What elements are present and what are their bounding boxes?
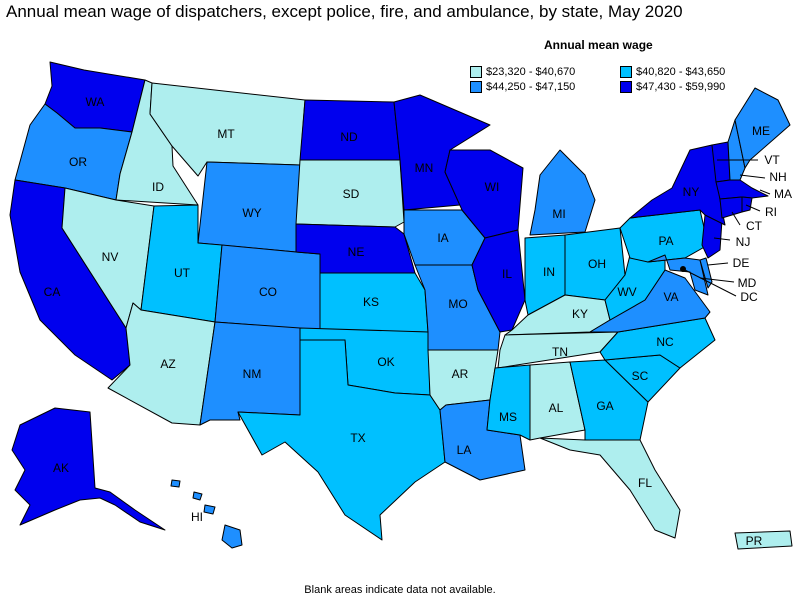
label-NC: NC bbox=[656, 335, 674, 349]
legend-swatch-bin-3 bbox=[470, 81, 482, 93]
legend-title: Annual mean wage bbox=[544, 38, 653, 52]
state-AK[interactable] bbox=[11, 407, 166, 531]
label-MD: MD bbox=[738, 276, 757, 290]
label-AR: AR bbox=[452, 367, 469, 381]
label-SC: SC bbox=[632, 369, 649, 383]
state-HI-island-3[interactable] bbox=[192, 491, 203, 501]
callout-line-nh bbox=[739, 174, 766, 179]
label-NE: NE bbox=[348, 245, 365, 259]
callout-line-de bbox=[707, 262, 729, 266]
label-AK: AK bbox=[53, 461, 69, 475]
label-AL: AL bbox=[549, 401, 564, 415]
state-FL[interactable] bbox=[539, 437, 681, 539]
label-LA: LA bbox=[457, 443, 472, 457]
state-TX[interactable] bbox=[237, 339, 446, 541]
label-CA: CA bbox=[44, 285, 61, 299]
map-title: Annual mean wage of dispatchers, except … bbox=[6, 2, 683, 21]
label-RI: RI bbox=[765, 205, 777, 219]
state-NH[interactable] bbox=[727, 119, 746, 181]
label-PR: PR bbox=[746, 534, 763, 548]
label-SD: SD bbox=[343, 187, 360, 201]
label-UT: UT bbox=[174, 266, 191, 280]
label-OH: OH bbox=[588, 257, 606, 271]
label-IL: IL bbox=[502, 267, 512, 281]
label-VA: VA bbox=[663, 290, 678, 304]
state-HI-island-4[interactable] bbox=[170, 479, 181, 488]
label-TX: TX bbox=[350, 431, 365, 445]
label-CT: CT bbox=[746, 219, 763, 233]
label-OR: OR bbox=[69, 155, 87, 169]
callout-line-dc bbox=[682, 268, 737, 297]
state-AL[interactable] bbox=[529, 361, 586, 441]
state-IL[interactable] bbox=[471, 229, 526, 333]
label-MA: MA bbox=[774, 187, 792, 201]
legend-label-bin-2: $40,820 - $43,650 bbox=[636, 66, 726, 78]
label-FL: FL bbox=[638, 476, 652, 490]
legend-item-bin-2: $40,820 - $43,650 bbox=[620, 66, 725, 78]
label-NY: NY bbox=[683, 185, 700, 199]
state-PR[interactable] bbox=[734, 530, 793, 550]
state-CT[interactable] bbox=[719, 196, 743, 219]
label-MS: MS bbox=[499, 410, 517, 424]
callout-line-ma bbox=[759, 189, 771, 195]
label-NM: NM bbox=[243, 367, 262, 381]
state-HI-island-2[interactable] bbox=[203, 504, 216, 515]
label-IA: IA bbox=[437, 231, 448, 245]
label-ID: ID bbox=[152, 180, 164, 194]
legend-label-bin-4: $47,430 - $59,990 bbox=[636, 81, 726, 93]
label-MN: MN bbox=[415, 161, 434, 175]
state-ME[interactable] bbox=[734, 87, 791, 169]
callout-line-nj bbox=[713, 237, 731, 241]
label-WY: WY bbox=[242, 206, 261, 220]
label-WI: WI bbox=[485, 180, 500, 194]
legend-swatch-bin-4 bbox=[620, 81, 632, 93]
state-MS[interactable] bbox=[486, 364, 531, 441]
label-ME: ME bbox=[752, 124, 770, 138]
callout-line-ri bbox=[745, 204, 761, 212]
legend-swatch-bin-2 bbox=[620, 66, 632, 78]
state-RI[interactable] bbox=[741, 196, 753, 213]
legend-label-bin-3: $44,250 - $47,150 bbox=[486, 81, 576, 93]
label-NV: NV bbox=[102, 250, 119, 264]
legend-label-bin-1: $23,320 - $40,670 bbox=[486, 66, 576, 78]
label-CO: CO bbox=[259, 285, 277, 299]
label-AZ: AZ bbox=[160, 357, 175, 371]
label-MT: MT bbox=[217, 127, 235, 141]
label-OK: OK bbox=[377, 355, 394, 369]
label-ND: ND bbox=[340, 130, 358, 144]
label-TN: TN bbox=[552, 345, 568, 359]
state-SD[interactable] bbox=[295, 159, 405, 228]
legend-swatch-bin-1 bbox=[470, 66, 482, 78]
label-MO: MO bbox=[448, 297, 467, 311]
label-NH: NH bbox=[769, 170, 786, 184]
label-WV: WV bbox=[617, 285, 636, 299]
legend-item-bin-3: $44,250 - $47,150 bbox=[470, 81, 575, 93]
state-HI[interactable] bbox=[221, 524, 243, 549]
label-IN: IN bbox=[543, 265, 555, 279]
label-GA: GA bbox=[596, 399, 613, 413]
callout-line-md bbox=[699, 277, 735, 283]
label-WA: WA bbox=[86, 95, 105, 109]
label-VT: VT bbox=[764, 153, 780, 167]
label-KY: KY bbox=[572, 307, 588, 321]
label-NJ: NJ bbox=[736, 235, 751, 249]
label-DE: DE bbox=[733, 256, 750, 270]
label-PA: PA bbox=[658, 234, 673, 248]
state-MD[interactable] bbox=[647, 254, 709, 296]
state-MI[interactable] bbox=[529, 149, 596, 236]
label-HI: HI bbox=[191, 510, 203, 524]
state-MA[interactable] bbox=[715, 179, 769, 200]
state-NY[interactable] bbox=[629, 144, 726, 226]
callout-line-ct bbox=[731, 211, 741, 226]
legend-item-bin-4: $47,430 - $59,990 bbox=[620, 81, 725, 93]
label-MI: MI bbox=[552, 207, 565, 221]
label-KS: KS bbox=[363, 295, 379, 309]
label-DC: DC bbox=[740, 290, 758, 304]
footnote: Blank areas indicate data not available. bbox=[304, 584, 496, 596]
legend-item-bin-1: $23,320 - $40,670 bbox=[470, 66, 575, 78]
